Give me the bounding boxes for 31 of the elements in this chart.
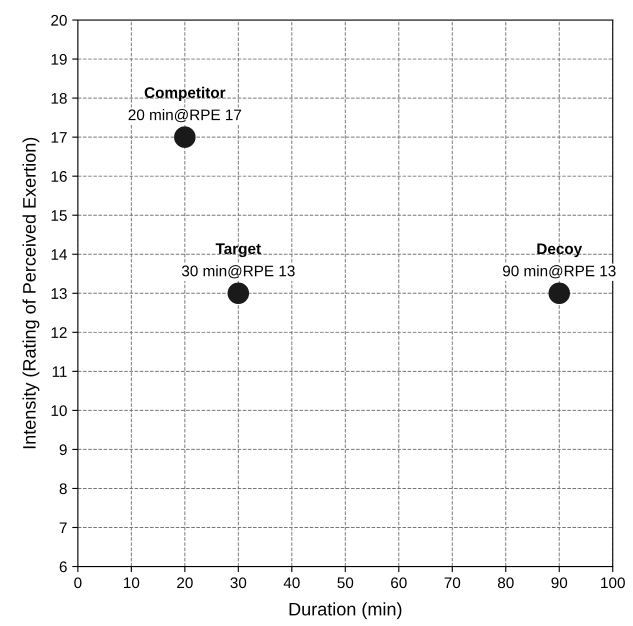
- x-tick-label: 80: [498, 577, 514, 588]
- y-tick-label: 6: [60, 561, 67, 572]
- y-tick-label: 8: [60, 483, 67, 494]
- y-tick-label: 17: [52, 132, 67, 143]
- x-tick-label: 90: [551, 577, 568, 588]
- x-tick-label: 10: [124, 577, 140, 588]
- y-tick-label: 11: [52, 366, 67, 377]
- annotation: Decoy 90 min@RPE 13: [502, 243, 616, 278]
- annotation: Competitor 20 min@RPE 17: [128, 86, 242, 122]
- y-tick-label: 14: [52, 249, 67, 260]
- x-tick-label: 0: [74, 577, 82, 588]
- x-tick-label: 30: [230, 577, 246, 588]
- y-tick-label: 12: [52, 327, 67, 338]
- y-tick-label: 16: [52, 171, 67, 182]
- x-tick-label: 60: [391, 577, 407, 588]
- y-tick-label: 18: [52, 92, 67, 104]
- y-tick-label: 15: [52, 210, 67, 221]
- x-tick-label: 20: [177, 577, 193, 588]
- y-tick-label: 20: [51, 14, 67, 26]
- x-tick-label: 70: [444, 577, 460, 588]
- y-tick-label: 13: [52, 288, 67, 299]
- x-axis-title: Duration (min): [290, 602, 402, 620]
- annotation: Target 30 min@RPE 13: [182, 243, 295, 278]
- x-tick-label: 100: [601, 577, 625, 588]
- x-tick-label: 40: [284, 577, 300, 588]
- y-tick-label: 7: [60, 522, 67, 534]
- y-axis-title: Intensity (Rating of Perceived Exertion): [22, 138, 40, 448]
- y-tick-label: 19: [52, 54, 67, 65]
- y-tick-label: 9: [60, 444, 67, 456]
- x-tick-label: 50: [337, 577, 354, 588]
- y-tick-label: 10: [52, 405, 67, 416]
